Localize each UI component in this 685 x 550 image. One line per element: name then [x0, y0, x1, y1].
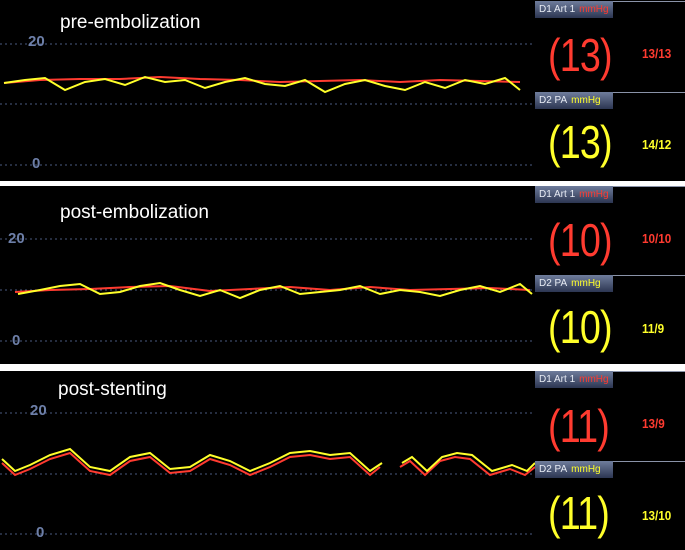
art-channel-label: D1 Art 1 — [539, 4, 576, 15]
waveform-area — [0, 412, 535, 535]
scale-label-top: 20 — [8, 230, 25, 247]
art-sys-dia: 10/10 — [642, 231, 672, 246]
pa-pressure-trace — [401, 451, 535, 473]
art-pressure-trace — [1, 451, 381, 477]
pa-pressure-trace — [1, 447, 383, 473]
monitor-panel-post-stenting: post-stenting 20 0 D1 Art 1 mmHg (11) 13/… — [0, 371, 685, 550]
waveform-area — [0, 43, 532, 166]
pa-unit: mmHg — [571, 278, 601, 289]
art-mean-value: (10) — [548, 214, 613, 266]
art-sys-dia: 13/13 — [642, 46, 672, 61]
scale-label-top: 20 — [28, 33, 45, 50]
pa-channel-label: D2 PA — [539, 95, 568, 106]
art-channel-header: D1 Art 1 mmHg — [535, 186, 613, 203]
pa-channel-label: D2 PA — [539, 464, 568, 475]
pa-sys-dia: 14/12 — [642, 137, 672, 152]
panel-title: post-stenting — [58, 379, 167, 400]
pa-sys-dia: 13/10 — [642, 508, 672, 523]
header-divider — [613, 275, 685, 276]
header-divider — [613, 92, 685, 93]
art-pressure-trace — [399, 455, 535, 477]
pa-sys-dia: 11/9 — [642, 321, 665, 336]
art-mean-value: (11) — [548, 400, 610, 452]
pa-mean-value: (11) — [548, 487, 610, 539]
pa-channel-label: D2 PA — [539, 278, 568, 289]
pa-channel-header: D2 PA mmHg — [535, 461, 613, 478]
scale-label-top: 20 — [30, 402, 47, 419]
header-divider — [613, 371, 685, 372]
scale-label-bottom: 0 — [36, 524, 45, 541]
pa-mean-value: (13) — [548, 116, 613, 168]
art-unit: mmHg — [579, 189, 609, 200]
pa-unit: mmHg — [571, 95, 601, 106]
pa-pressure-trace — [3, 75, 521, 94]
scale-label-bottom: 0 — [32, 155, 41, 172]
pa-unit: mmHg — [571, 464, 601, 475]
header-divider — [613, 1, 685, 2]
art-mean-value: (13) — [548, 29, 613, 81]
monitor-panel-pre-embolization: pre-embolization 20 0 D1 Art 1 mmHg (13) … — [0, 0, 685, 181]
pa-channel-header: D2 PA mmHg — [535, 275, 613, 292]
header-divider — [613, 186, 685, 187]
panel-title: post-embolization — [60, 202, 209, 223]
art-unit: mmHg — [579, 4, 609, 15]
art-channel-label: D1 Art 1 — [539, 189, 576, 200]
art-sys-dia: 13/9 — [642, 416, 665, 431]
pa-pressure-trace — [17, 281, 533, 300]
waveform-area — [0, 238, 533, 342]
art-channel-label: D1 Art 1 — [539, 374, 576, 385]
header-divider — [613, 461, 685, 462]
art-unit: mmHg — [579, 374, 609, 385]
art-channel-header: D1 Art 1 mmHg — [535, 1, 613, 18]
pa-mean-value: (10) — [548, 301, 613, 353]
scale-label-bottom: 0 — [12, 332, 21, 349]
monitor-panel-post-embolization: post-embolization 20 0 D1 Art 1 mmHg (10)… — [0, 186, 685, 364]
art-channel-header: D1 Art 1 mmHg — [535, 371, 613, 388]
panel-title: pre-embolization — [60, 12, 201, 33]
art-pressure-trace — [3, 75, 521, 84]
pa-channel-header: D2 PA mmHg — [535, 92, 613, 109]
